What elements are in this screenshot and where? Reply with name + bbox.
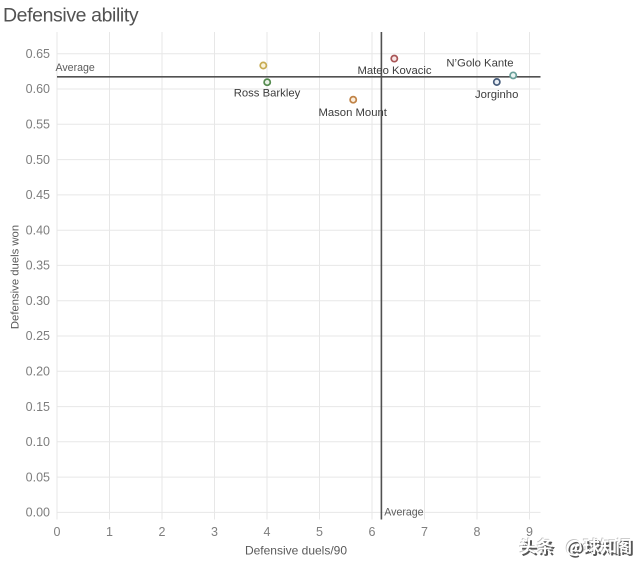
svg-text:1: 1 xyxy=(106,525,113,539)
svg-text:3: 3 xyxy=(211,525,218,539)
svg-text:Ross Barkley: Ross Barkley xyxy=(234,88,301,100)
svg-text:0.15: 0.15 xyxy=(26,400,50,414)
svg-text:N’Golo Kante: N’Golo Kante xyxy=(446,57,513,69)
svg-text:Average: Average xyxy=(384,506,423,518)
svg-text:0.05: 0.05 xyxy=(26,470,50,484)
svg-text:Defensive duels/90: Defensive duels/90 xyxy=(245,544,347,558)
svg-text:0.55: 0.55 xyxy=(26,118,50,132)
svg-text:Defensive ability: Defensive ability xyxy=(3,4,139,26)
svg-text:0.50: 0.50 xyxy=(26,153,50,167)
svg-text:5: 5 xyxy=(316,525,323,539)
svg-text:0: 0 xyxy=(54,525,61,539)
svg-text:6: 6 xyxy=(369,525,376,539)
svg-text:9: 9 xyxy=(526,525,533,539)
svg-text:0.60: 0.60 xyxy=(26,82,50,96)
svg-text:Mateo Kovacic: Mateo Kovacic xyxy=(357,65,431,77)
svg-text:0.10: 0.10 xyxy=(26,435,50,449)
svg-text:0.65: 0.65 xyxy=(26,47,50,61)
svg-text:0.45: 0.45 xyxy=(26,188,50,202)
svg-text:4: 4 xyxy=(264,525,271,539)
svg-text:2: 2 xyxy=(159,525,166,539)
svg-text:Mason Mount: Mason Mount xyxy=(318,107,387,119)
svg-text:0.35: 0.35 xyxy=(26,259,50,273)
svg-text:0.30: 0.30 xyxy=(26,294,50,308)
svg-text:7: 7 xyxy=(421,525,428,539)
svg-text:Defensive duels won: Defensive duels won xyxy=(10,225,22,329)
svg-text:0.25: 0.25 xyxy=(26,329,50,343)
svg-text:8: 8 xyxy=(474,525,481,539)
svg-text:Jorginho: Jorginho xyxy=(475,89,518,101)
svg-text:Average: Average xyxy=(56,62,95,74)
svg-text:0.40: 0.40 xyxy=(26,223,50,237)
svg-text:0.20: 0.20 xyxy=(26,365,50,379)
svg-text:0.00: 0.00 xyxy=(26,506,50,520)
